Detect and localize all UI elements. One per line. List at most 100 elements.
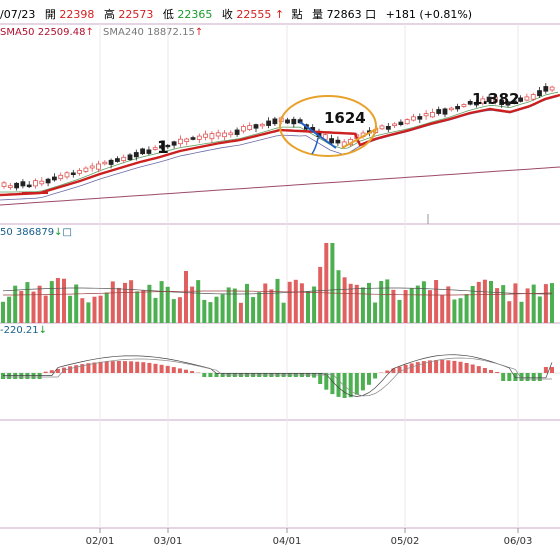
volume-bar: [275, 278, 280, 323]
volume-bar: [25, 282, 30, 323]
volume-bar: [489, 281, 493, 323]
macd-bar: [330, 373, 335, 395]
volume-bar: [452, 299, 457, 323]
volume-bar: [543, 284, 548, 323]
candle-body: [543, 86, 549, 92]
macd-bar: [43, 371, 48, 373]
volume-bar: [440, 295, 445, 323]
volume-bar: [177, 297, 182, 323]
candle-body: [228, 132, 234, 136]
candle-body: [133, 152, 139, 158]
candle-body: [486, 96, 492, 103]
macd-bar: [458, 361, 463, 373]
volume-bar: [269, 289, 274, 323]
candle-body: [530, 94, 536, 100]
macd-bar: [367, 373, 371, 385]
macd-arrow-icon: ↓: [38, 325, 47, 336]
macd-bar: [80, 364, 85, 373]
macd-bar: [49, 370, 54, 373]
macd-bar: [348, 373, 353, 398]
volume-bar: [476, 281, 481, 323]
candle-body: [64, 172, 70, 178]
macd-bar: [19, 373, 24, 379]
volume-bar: [220, 294, 225, 323]
macd-bar: [147, 362, 152, 373]
candle-body: [505, 101, 511, 106]
open-value: 22398: [59, 8, 95, 21]
candle-body: [96, 163, 101, 170]
macd-bar: [37, 373, 42, 379]
candle-body: [171, 141, 177, 146]
candle-body: [335, 139, 341, 144]
candle-body: [392, 123, 398, 127]
macd-bar: [501, 373, 506, 381]
macd-bar: [397, 366, 402, 373]
price-legend: SMA50 22509.48↑ SMA240 18872.15↑: [0, 27, 203, 38]
candle-body: [209, 133, 215, 140]
macd-bar: [482, 368, 487, 373]
close-label: 收: [221, 8, 233, 21]
candle-body: [77, 170, 82, 174]
macd-bar: [13, 373, 18, 379]
volume-bar: [202, 299, 207, 323]
volume-unit: 口: [365, 8, 377, 21]
volume-bar: [409, 288, 414, 323]
volume-bar: [86, 302, 91, 323]
sma50-arrow-icon: ↑: [85, 27, 94, 38]
volume-bar: [159, 281, 164, 323]
volume-bar: [501, 285, 506, 323]
candle-body: [222, 132, 227, 138]
macd-bar: [373, 373, 378, 379]
volume-ma-legend: 50 386879: [0, 227, 55, 238]
candle-body: [329, 138, 335, 144]
candle-body: [26, 184, 32, 188]
x-tick-label: 04/01: [273, 536, 302, 547]
volume-bar: [525, 288, 530, 323]
volume-bar: [263, 283, 268, 323]
macd-bar: [1, 373, 5, 379]
volume-bar: [80, 298, 85, 323]
candle-body: [436, 109, 442, 114]
macd-bar: [141, 362, 146, 373]
candle-body: [266, 120, 272, 126]
macd-bar: [354, 373, 359, 395]
high-value: 22573: [118, 8, 154, 21]
candle-body: [429, 112, 435, 118]
low-value: 22365: [177, 8, 213, 21]
candle-body: [492, 96, 498, 103]
annotation-label-1382: 1.382: [472, 90, 519, 108]
annotation-blue-stroke: [311, 137, 319, 155]
candle-body: [45, 178, 51, 184]
macd-bar: [86, 363, 91, 373]
macd-signal-line: [3, 357, 552, 397]
volume-bar: [171, 299, 176, 323]
volume-bar: [123, 282, 127, 323]
macd-bar: [171, 367, 176, 373]
macd-bar: [525, 373, 530, 381]
sma240-line: [0, 166, 560, 206]
volume-bar: [513, 283, 518, 323]
volume-bar: [482, 279, 487, 323]
ma-short-line: [0, 91, 559, 193]
candle-body: [423, 113, 429, 117]
macd-bar: [123, 361, 127, 373]
volume-bar: [135, 291, 140, 323]
volume-bar: [403, 290, 408, 323]
macd-bar: [98, 361, 103, 373]
candle-body: [474, 101, 479, 106]
volume-bar: [373, 302, 378, 323]
macd-bar: [452, 360, 457, 373]
volume-bar: [68, 295, 73, 323]
volume-bar: [251, 297, 256, 323]
volume-bar: [153, 297, 158, 323]
volume-bar: [324, 243, 329, 323]
candle-body: [108, 159, 114, 165]
macd-bar: [202, 373, 207, 377]
candle-body: [461, 104, 467, 107]
candle-body: [127, 154, 133, 160]
volume-bar: [495, 288, 500, 323]
x-tick-label: 05/02: [391, 536, 420, 547]
macd-bar: [342, 373, 347, 398]
macd-bar: [489, 370, 493, 373]
macd-bar: [25, 373, 30, 379]
